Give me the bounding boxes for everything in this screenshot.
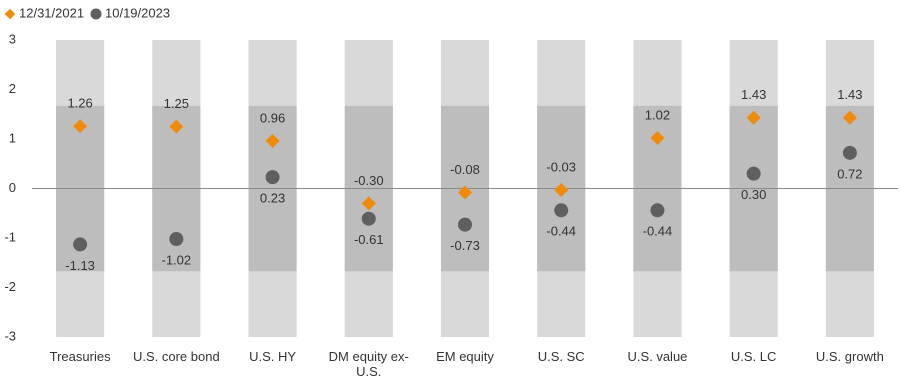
y-tick-label: -3	[4, 328, 16, 343]
value-label: -0.73	[450, 238, 480, 253]
value-label: -0.03	[546, 159, 576, 174]
point	[458, 217, 472, 232]
value-label: 0.30	[741, 187, 766, 202]
point	[554, 182, 569, 197]
value-label: -0.44	[643, 224, 673, 239]
value-label: -0.61	[354, 232, 384, 247]
x-tick-label: U.S. core bond	[132, 349, 220, 364]
y-tick-label: 3	[9, 31, 16, 46]
x-tick-label: U.S. value	[627, 349, 688, 364]
point	[554, 203, 569, 218]
point	[650, 203, 665, 218]
value-label: -1.02	[162, 252, 192, 267]
point	[169, 119, 184, 134]
point	[842, 110, 857, 125]
legend-label: 12/31/2021	[19, 5, 84, 20]
x-tick-label: U.S. SC	[537, 349, 585, 364]
x-tick-label: Treasuries	[49, 349, 111, 364]
point	[650, 131, 665, 146]
y-tick-label: -1	[4, 229, 16, 244]
legend-marker	[4, 8, 16, 20]
point	[169, 231, 184, 246]
point	[265, 133, 280, 148]
point	[746, 110, 761, 125]
value-label: 1.25	[164, 96, 189, 111]
legend-marker	[90, 8, 102, 20]
point	[361, 196, 376, 211]
x-tick-label: U.S. HY	[249, 349, 297, 364]
value-label: -0.44	[546, 224, 576, 239]
value-label: 1.26	[67, 96, 92, 111]
point	[746, 166, 761, 181]
value-label: 0.96	[260, 110, 285, 125]
value-label: 0.23	[260, 191, 285, 206]
x-tick-label: DM equity ex-U.S.	[328, 349, 409, 379]
value-label: 1.43	[837, 87, 862, 102]
value-label: 1.02	[645, 107, 670, 122]
point	[842, 145, 857, 160]
x-tick-label: U.S. LC	[730, 349, 777, 364]
x-tick-label: U.S. growth	[815, 349, 884, 364]
legend-label: 10/19/2023	[105, 5, 170, 20]
value-label: 0.72	[837, 166, 862, 181]
value-label: -1.13	[65, 258, 95, 273]
point	[73, 237, 88, 252]
point	[458, 185, 472, 200]
point	[265, 170, 280, 185]
value-label: 1.43	[741, 87, 766, 102]
y-tick-label: -2	[4, 279, 16, 294]
point	[361, 211, 376, 226]
point	[73, 119, 88, 134]
y-tick-label: 2	[9, 81, 16, 96]
y-tick-label: 0	[9, 180, 16, 195]
x-tick-label: EM equity	[436, 349, 494, 364]
value-label: -0.30	[354, 173, 384, 188]
value-label: -0.08	[450, 162, 480, 177]
y-tick-label: 1	[9, 130, 16, 145]
